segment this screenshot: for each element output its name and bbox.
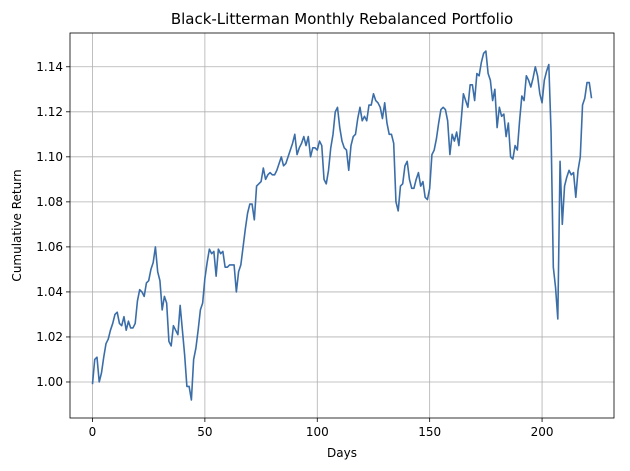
x-tick-label: 150	[418, 425, 441, 439]
plot-frame	[69, 32, 615, 419]
y-axis-label: Cumulative Return	[10, 169, 24, 281]
y-tick-label: 1.10	[36, 150, 63, 164]
plot-area	[91, 50, 593, 401]
series-line	[91, 50, 593, 401]
y-axis: 1.00 1.02 1.04 1.06 1.08 1.10 1.12 1.14	[36, 60, 70, 389]
x-axis: 0 50 100 150 200	[89, 418, 554, 439]
x-axis-label: Days	[327, 446, 357, 460]
x-tick-label: 0	[89, 425, 97, 439]
y-tick-label: 1.02	[36, 330, 63, 344]
y-tick-label: 1.12	[36, 105, 63, 119]
x-tick-label: 50	[197, 425, 212, 439]
y-tick-label: 1.00	[36, 375, 63, 389]
y-tick-label: 1.08	[36, 195, 63, 209]
y-tick-label: 1.14	[36, 60, 63, 74]
y-tick-label: 1.04	[36, 285, 63, 299]
x-tick-label: 100	[306, 425, 329, 439]
chart-title: Black-Litterman Monthly Rebalanced Portf…	[171, 10, 513, 28]
y-tick-label: 1.06	[36, 240, 63, 254]
x-tick-label: 200	[531, 425, 554, 439]
